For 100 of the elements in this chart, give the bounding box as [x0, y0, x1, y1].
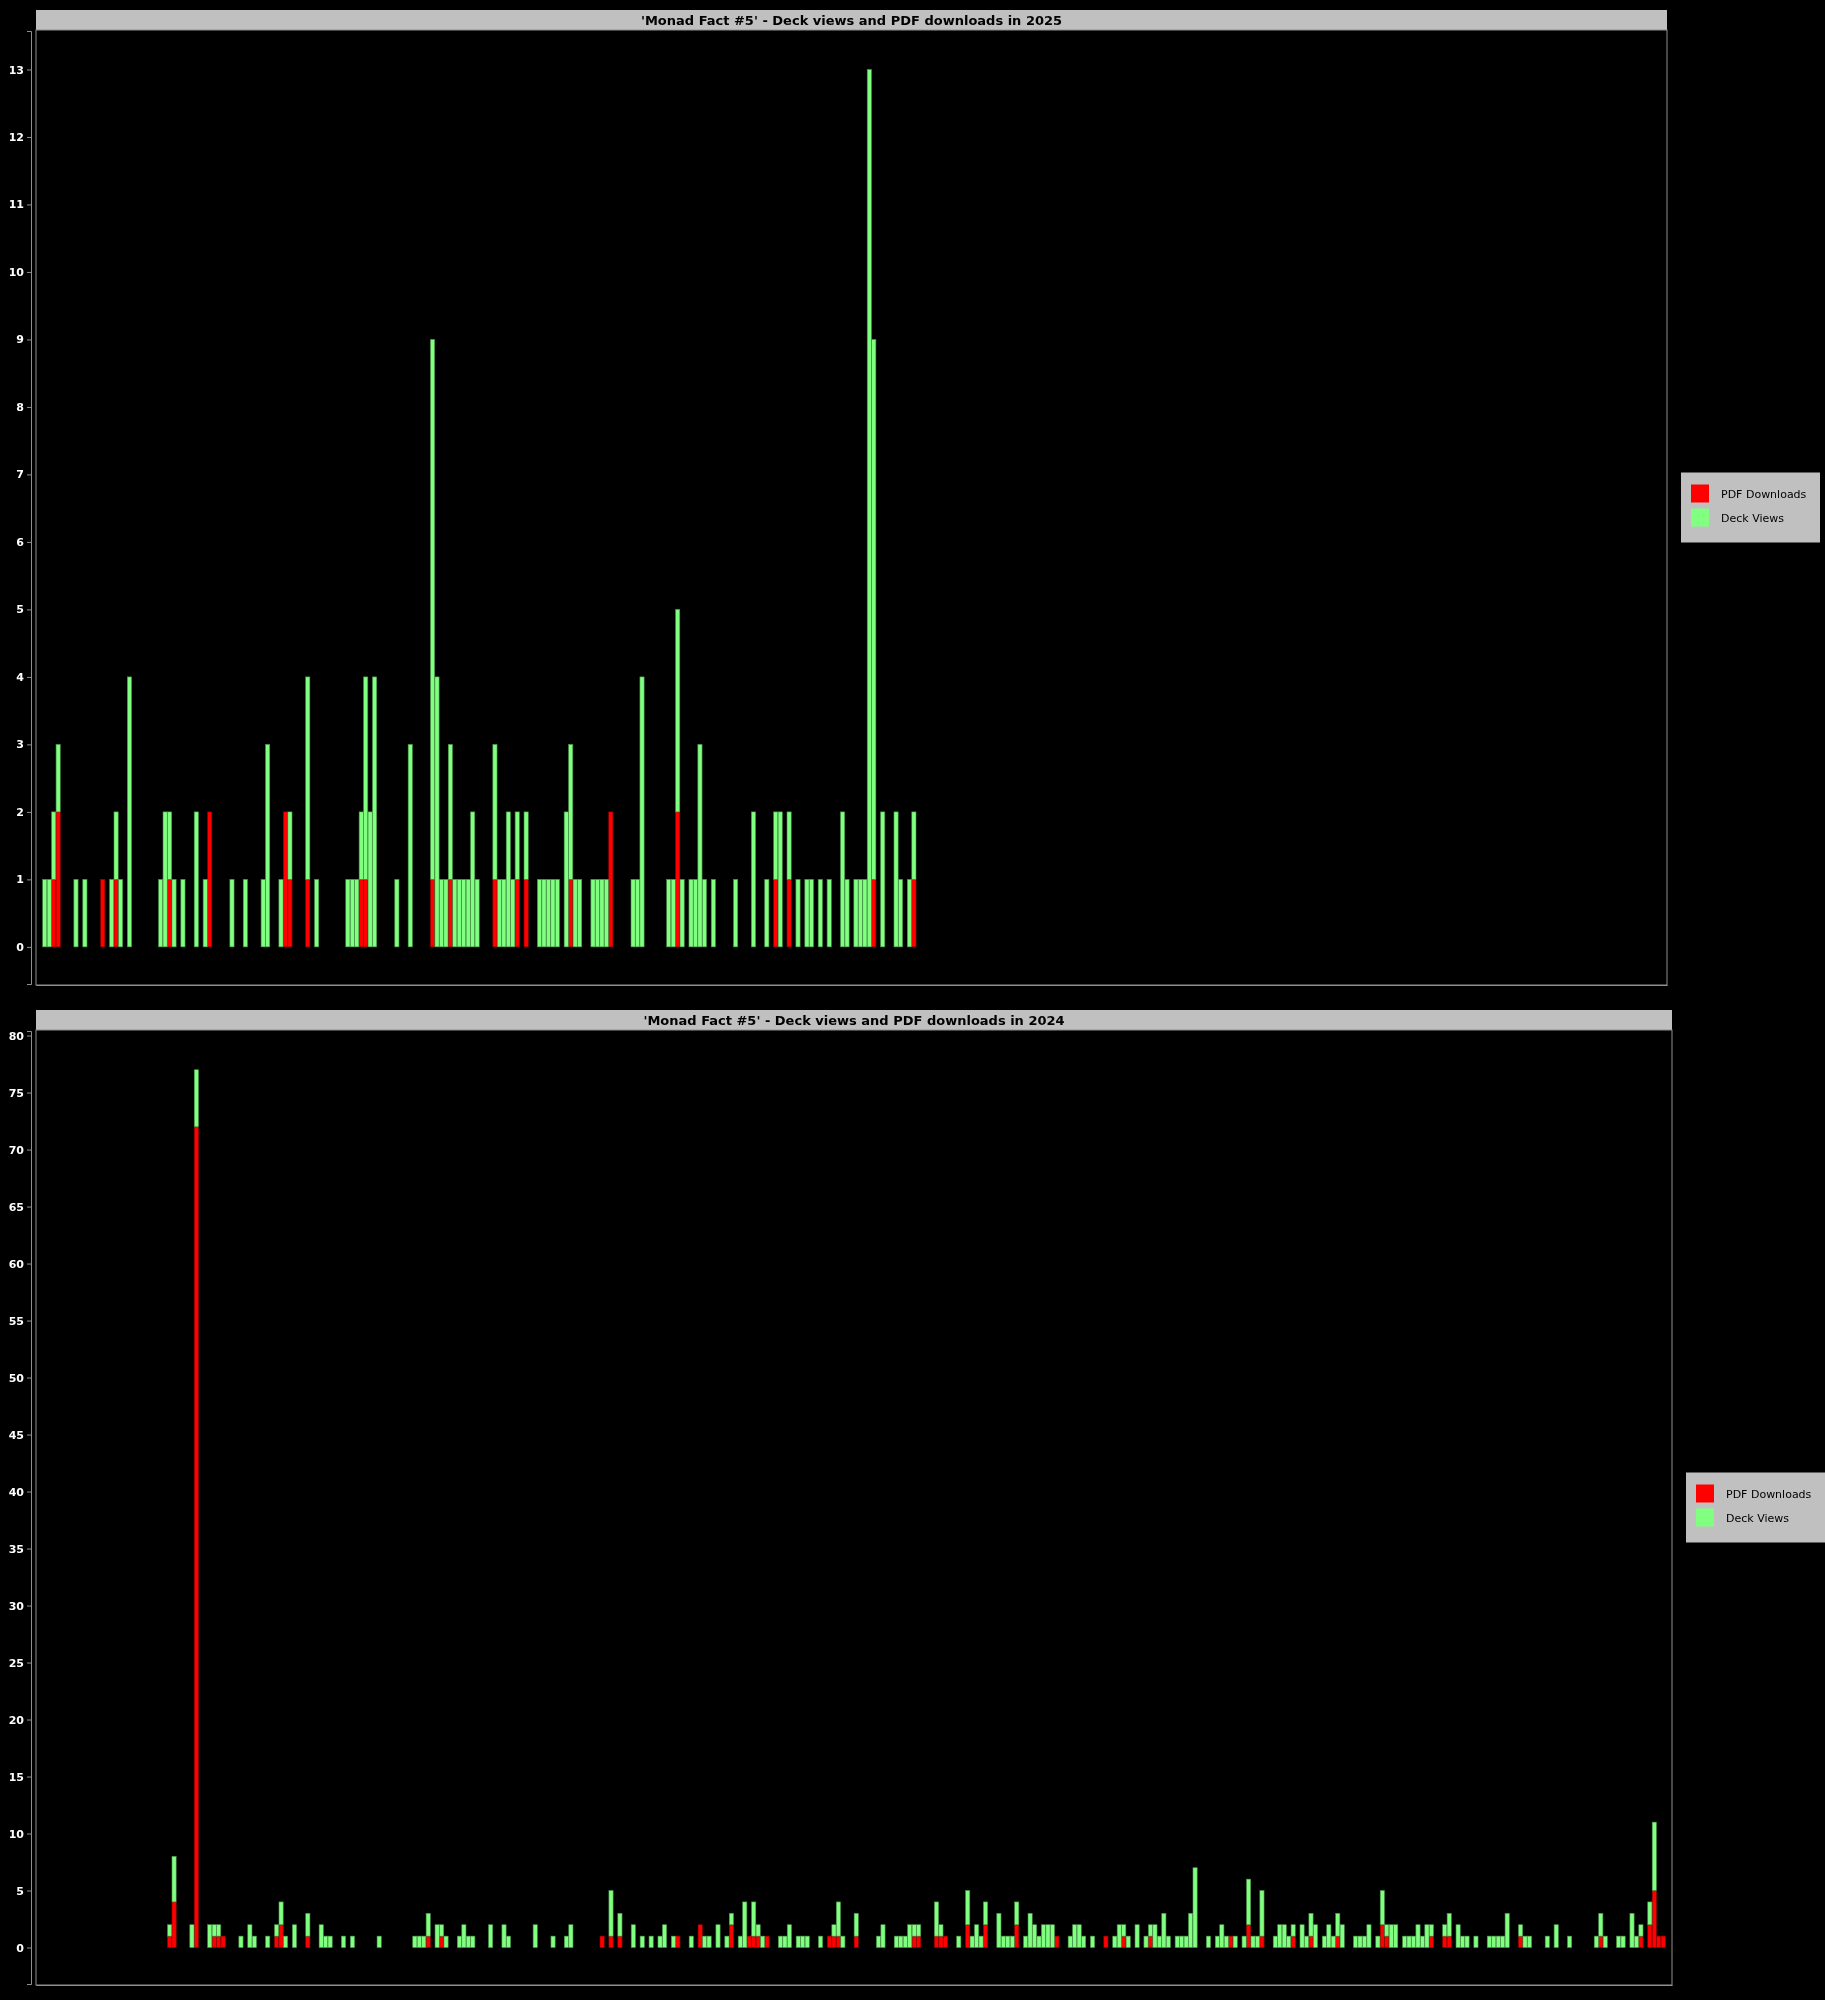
bar — [827, 1935, 832, 1948]
chart-title: 'Monad Fact #5' - Deck views and PDF downloads in 2025 — [640, 13, 1063, 28]
y-tick-label: 20 — [8, 1713, 25, 1727]
bar — [617, 1913, 623, 1937]
bar — [461, 1924, 467, 1948]
bar — [73, 879, 79, 948]
bar — [983, 1924, 988, 1948]
bar — [853, 879, 859, 948]
y-tick-label: 5 — [16, 1884, 24, 1898]
legend-label: PDF Downloads — [1721, 487, 1807, 501]
y-tick-label: 5 — [16, 603, 24, 617]
bar — [1090, 1935, 1095, 1948]
bar — [724, 1935, 730, 1948]
bar — [1192, 1867, 1198, 1948]
bar — [1366, 1924, 1372, 1948]
bar — [501, 1924, 507, 1948]
bar — [938, 1935, 944, 1948]
bar — [1402, 1935, 1408, 1948]
bar — [1406, 1935, 1412, 1948]
bar — [751, 1901, 757, 1937]
bar — [1495, 1935, 1501, 1948]
bar — [916, 1935, 922, 1948]
bar — [292, 1924, 297, 1948]
bar — [639, 676, 645, 948]
bar — [956, 1935, 962, 1948]
bar — [541, 879, 547, 948]
bar — [1103, 1935, 1109, 1948]
bar — [1014, 1924, 1020, 1948]
bar — [871, 879, 877, 948]
y-tick-label: 30 — [8, 1599, 25, 1613]
bar — [911, 879, 917, 948]
bar — [171, 1901, 177, 1948]
bar — [1232, 1935, 1238, 1948]
bar — [394, 879, 400, 948]
bar — [710, 879, 716, 948]
bar — [207, 1924, 213, 1948]
bar — [880, 811, 886, 948]
bar — [1219, 1924, 1225, 1948]
bar — [287, 811, 293, 880]
y-tick-label: 15 — [8, 1770, 24, 1784]
bar — [167, 1924, 173, 1937]
bar — [1567, 1935, 1572, 1948]
bar — [706, 1935, 712, 1948]
bar — [630, 879, 636, 948]
bar — [305, 879, 311, 948]
bar — [1241, 1935, 1247, 1948]
bar — [603, 879, 609, 948]
bar — [742, 1901, 748, 1948]
bar — [670, 879, 676, 948]
bar — [880, 1924, 886, 1948]
bar — [1651, 1821, 1657, 1891]
bar — [786, 1924, 792, 1948]
bar — [1161, 1913, 1167, 1948]
bar — [242, 879, 248, 948]
bar — [341, 1935, 346, 1948]
bar — [1491, 1935, 1497, 1948]
bar — [554, 879, 560, 948]
bar — [671, 1935, 676, 1948]
bar — [983, 1901, 988, 1926]
bar — [1027, 1913, 1033, 1948]
bar — [55, 811, 61, 948]
bar — [100, 879, 106, 948]
bar — [1174, 1935, 1180, 1948]
bar — [247, 1924, 253, 1948]
bar — [608, 1890, 614, 1937]
bar — [1424, 1924, 1430, 1948]
bar — [1281, 1924, 1287, 1948]
bar — [1005, 1935, 1011, 1948]
bar — [1353, 1935, 1358, 1948]
bar — [608, 1935, 614, 1948]
bar — [434, 1924, 440, 1948]
bar — [795, 879, 801, 948]
y-tick-label: 75 — [8, 1086, 24, 1100]
bar — [1464, 1935, 1470, 1948]
bar — [305, 1913, 311, 1937]
bar — [808, 879, 814, 948]
y-tick-label: 50 — [8, 1371, 25, 1385]
bar — [778, 1935, 783, 1948]
bar — [648, 1935, 654, 1948]
bar — [630, 1924, 636, 1948]
y-tick-label: 12 — [8, 130, 24, 144]
bar — [162, 811, 168, 948]
bar — [688, 1935, 694, 1948]
bar — [639, 1935, 645, 1948]
bar — [1446, 1913, 1452, 1937]
bar — [1629, 1913, 1635, 1948]
bar — [751, 811, 756, 948]
bar — [278, 1924, 284, 1948]
bar — [1299, 1924, 1305, 1948]
bar — [550, 879, 556, 948]
bar — [715, 1924, 721, 1948]
y-tick-label: 80 — [8, 1029, 25, 1043]
bar — [1246, 1878, 1251, 1926]
bar — [1553, 1924, 1559, 1948]
bar — [488, 1924, 494, 1948]
bar — [996, 1913, 1002, 1948]
bar — [492, 879, 498, 948]
bar — [893, 811, 899, 948]
bar — [907, 1924, 913, 1948]
bar — [412, 1935, 418, 1948]
